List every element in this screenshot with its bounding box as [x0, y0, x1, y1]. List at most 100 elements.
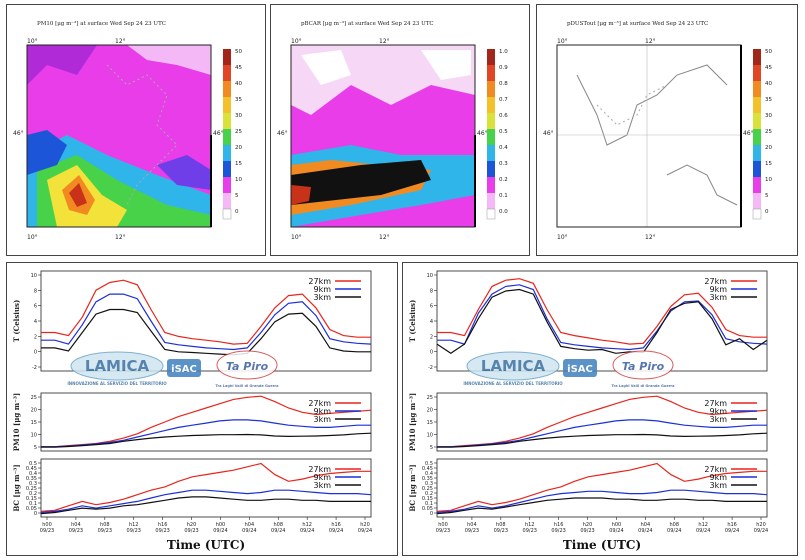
map-title: pBCAR [μg m⁻³] at surface Wed Sep 24 23 … — [301, 20, 434, 27]
y-tick-label: 0.3 — [425, 481, 433, 487]
colorbar-tick: 1.0 — [499, 49, 508, 55]
lon-label: 10° — [291, 234, 302, 241]
x-tick-hour: h04 — [245, 522, 255, 528]
y-tick-label: 0.5 — [29, 461, 37, 467]
tapiro-logo-text: Ta Piro — [622, 360, 665, 373]
y-tick-label: 0 — [34, 511, 37, 517]
x-tick-date: 09/23 — [523, 528, 537, 534]
legend-label: 3km — [313, 415, 331, 424]
colorbar-tick: 25 — [765, 129, 772, 135]
colorbar — [486, 49, 496, 220]
x-tick-date: 09/23 — [551, 528, 565, 534]
x-tick-date: 09/23 — [155, 528, 169, 534]
lon-label: 10° — [291, 38, 302, 45]
x-tick-hour: h08 — [274, 522, 284, 528]
series-line — [41, 293, 372, 351]
legend-label: 9km — [313, 473, 331, 482]
colorbar-ticks: 50 45 40 35 30 25 20 15 10 5 0 — [235, 49, 242, 215]
colorbar-ticks: 1.0 0.9 0.8 0.7 0.6 0.5 0.4 0.3 0.2 0.1 … — [499, 49, 508, 215]
timeseries-panel-left: 10 8 6 4 2 0 -2 T (Celsius) 27km 9km 3km 25 20 15 10 5 P… — [6, 262, 398, 556]
x-axis-label: Time (UTC) — [167, 538, 245, 552]
x-tick-date: 09/23 — [69, 528, 83, 534]
isac-logo-text: iSAC — [567, 364, 593, 375]
y-tick-label: 0.15 — [422, 496, 433, 502]
isac-logo-bg — [167, 359, 201, 377]
map-pdust-svg: pDUSTout [μg m⁻³] at surface Wed Sep 24 … — [543, 20, 772, 241]
y-tick-label: 25 — [427, 395, 433, 401]
x-tick-hour: h04 — [641, 522, 651, 528]
x-tick-date: 09/23 — [580, 528, 594, 534]
legend-label: 3km — [313, 293, 331, 302]
colorbar-tick: 0.4 — [499, 145, 508, 151]
x-tick-date: 09/23 — [127, 528, 141, 534]
y-tick-label: 10 — [31, 433, 37, 439]
colorbar-tick: 0.7 — [499, 97, 508, 103]
x-tick-hour: h16 — [331, 522, 341, 528]
x-tick-hour: h00 — [216, 522, 226, 528]
x-tick-date: 09/23 — [184, 528, 198, 534]
x-tick-hour: h04 — [467, 522, 477, 528]
map-pm10-svg: PM10 [μg m⁻³] at surface Wed Sep 24 23 U… — [13, 20, 242, 241]
colorbar-tick: 0.1 — [499, 193, 508, 199]
y-tick-label: 0 — [430, 350, 433, 356]
colorbar-tick: 0.5 — [499, 129, 508, 135]
y-tick-label: 0.45 — [26, 466, 37, 472]
y-tick-label: 10 — [427, 433, 433, 439]
legend-label: 27km — [308, 277, 331, 286]
series-line — [40, 462, 371, 512]
x-tick-hour: h00 — [612, 522, 622, 528]
colorbar-tick: 0.8 — [499, 81, 508, 87]
lat-label: 46° — [13, 130, 24, 137]
x-tick-hour: h00 — [42, 522, 52, 528]
x-tick-hour: h20 — [187, 522, 197, 528]
colorbar-tick: 50 — [235, 49, 242, 55]
series-line — [437, 432, 768, 448]
lamica-logo-text: LAMICA — [481, 357, 546, 375]
series-line — [436, 288, 768, 355]
x-tick-date: 09/23 — [40, 528, 54, 534]
x-axis-label: Time (UTC) — [563, 538, 641, 552]
tapiro-logo-bg — [216, 350, 278, 380]
legend-label: 9km — [709, 407, 727, 416]
legend-label: 9km — [709, 473, 727, 482]
lon-label: 10° — [557, 234, 568, 241]
lamica-logo-text: LAMICA — [85, 357, 150, 375]
colorbar-tick: 0.9 — [499, 65, 508, 71]
y-tick-label: 8 — [34, 288, 37, 294]
colorbar-tick: 45 — [235, 65, 242, 71]
legend-label: 27km — [704, 277, 727, 286]
lamica-logo-subtext: INNOVAZIONE AL SERVIZIO DEL TERRITORIO — [67, 381, 167, 386]
series-line — [41, 279, 371, 345]
colorbar-tick: 20 — [235, 145, 242, 151]
y-tick-label: 0.35 — [26, 476, 37, 482]
x-tick-hour: h00 — [438, 522, 448, 528]
lon-label: 10° — [27, 234, 38, 241]
series-line — [41, 419, 371, 448]
series-line — [41, 432, 372, 448]
y-tick-label: 0.5 — [425, 461, 433, 467]
legend-label: 3km — [709, 293, 727, 302]
y-axis-label: PM10 [μg m⁻³] — [12, 393, 21, 451]
y-tick-label: 0.2 — [425, 491, 433, 497]
colorbar — [752, 49, 762, 220]
isac-logo-bg — [563, 359, 597, 377]
legend-label: 9km — [709, 285, 727, 294]
y-tick-label: 2 — [34, 334, 37, 340]
x-tick-date: 09/24 — [609, 528, 623, 534]
x-tick-hour: h08 — [670, 522, 680, 528]
lon-label: 12° — [645, 234, 656, 241]
x-tick-hour: h04 — [71, 522, 81, 528]
tapiro-logo-tagline: Tra Laghi Valli di Grande Guerra — [215, 384, 279, 388]
colorbar-tick: 35 — [235, 97, 242, 103]
logo-overlay: LAMICA INNOVAZIONE AL SERVIZIO DEL TERRIT… — [67, 350, 279, 388]
tapiro-logo-text: Ta Piro — [226, 360, 269, 373]
y-tick-label: -2 — [428, 365, 433, 371]
lon-label: 12° — [115, 234, 126, 241]
x-tick-hour: h12 — [129, 522, 139, 528]
x-tick-date: 09/24 — [213, 528, 227, 534]
y-tick-label: 0.2 — [29, 491, 37, 497]
timeseries-panel-right: 10 8 6 4 2 0 -2 T (Celsius) 27km 9km 3km 25 20 15 10 5 P… — [402, 262, 798, 556]
lamica-logo-bg — [70, 351, 164, 381]
x-tick-date: 09/24 — [754, 528, 768, 534]
